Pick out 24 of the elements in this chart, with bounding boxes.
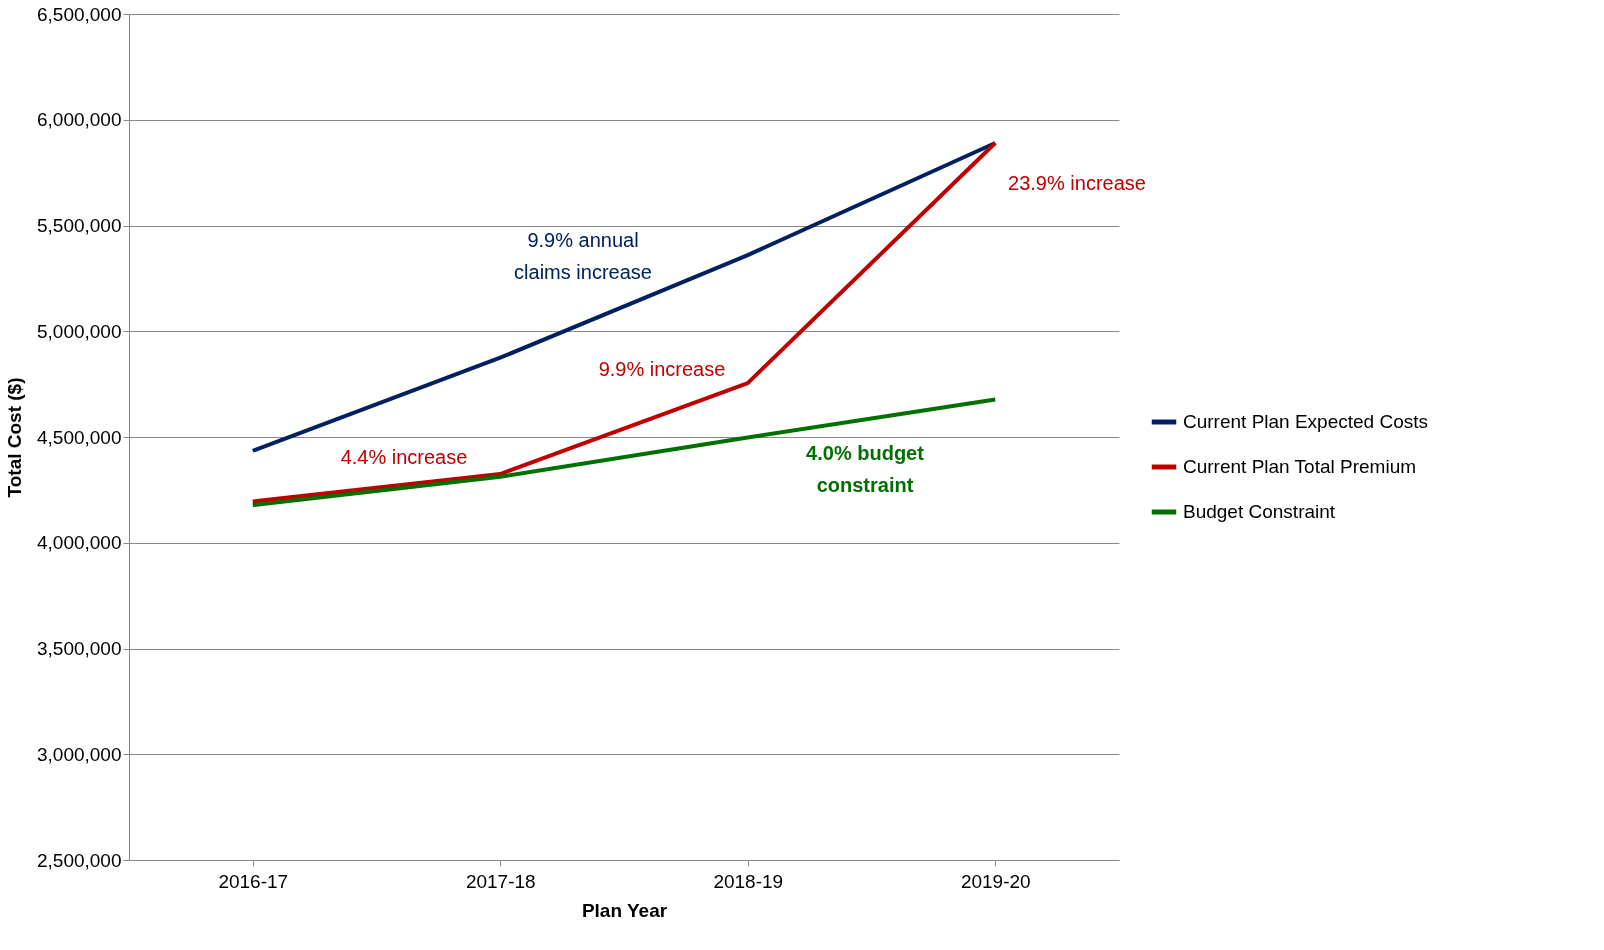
annotation: 4.4% increase (340, 446, 468, 468)
y-tick-label: 6,500,000 (36, 3, 122, 25)
y-tick-label: 4,000,000 (36, 532, 122, 554)
y-tick-label: 4,500,000 (36, 426, 122, 448)
annotation: 23.9% increase (1008, 172, 1146, 194)
y-axis-title: Total Cost ($) (3, 377, 25, 498)
annotation: 9.9% annual claims increase (514, 229, 652, 283)
y-tick-label: 5,500,000 (36, 215, 122, 236)
x-axis-title: Plan Year (581, 899, 668, 921)
y-tick-label: 3,500,000 (36, 638, 122, 659)
legend-label: Budget Constraint (1183, 501, 1336, 522)
annotation: 4.0% budget constraint (806, 442, 925, 496)
y-tick-label: 6,000,000 (36, 109, 122, 131)
legend-label: Current Plan Total Premium (1183, 456, 1417, 477)
line-series (250, 397, 998, 508)
y-tick-label: 2,500,000 (36, 849, 122, 871)
x-tick-label: 2017-18 (465, 870, 536, 892)
y-tick-label: 5,000,000 (36, 320, 122, 342)
annotation: 9.9% increase (598, 358, 726, 380)
y-tick-label: 3,000,000 (36, 743, 122, 765)
x-tick-label: 2018-19 (713, 870, 784, 892)
legend-label: Current Plan Expected Costs (1183, 411, 1429, 432)
x-tick-label: 2019-20 (960, 870, 1031, 892)
x-tick-label: 2016-17 (218, 870, 289, 892)
